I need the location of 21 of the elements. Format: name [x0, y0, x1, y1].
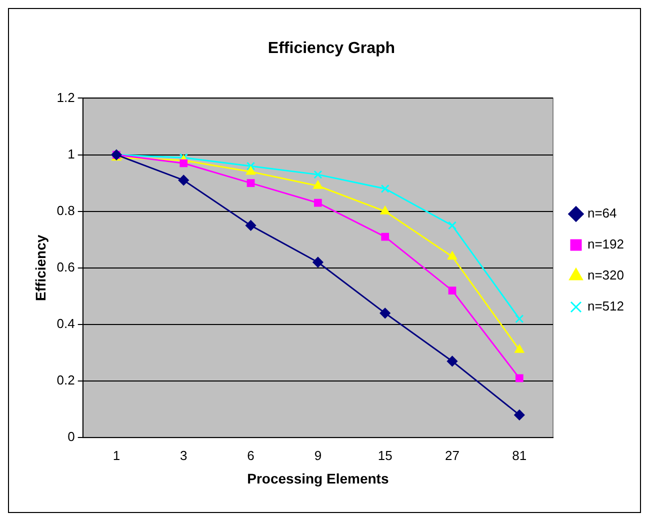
- x-tick-label: 81: [512, 448, 527, 463]
- x-tick-label: 3: [180, 448, 188, 463]
- y-tick-label: 0.6: [56, 259, 75, 274]
- x-tick-label: 27: [445, 448, 460, 463]
- x-tick-label: 9: [314, 448, 322, 463]
- y-tick-label: 1: [68, 146, 75, 162]
- y-tick-label: 0.2: [56, 372, 75, 388]
- y-tick-label: 1.2: [56, 90, 75, 105]
- legend-label: n=64: [587, 206, 617, 221]
- y-axis-title: Efficiency: [32, 234, 48, 301]
- y-tick-label: 0.8: [56, 202, 75, 218]
- legend-label: n=192: [587, 236, 624, 252]
- x-axis-title: Processing Elements: [247, 470, 389, 486]
- legend-label: n=512: [587, 298, 624, 314]
- x-tick-label: 6: [247, 448, 254, 463]
- y-tick-label: 0: [68, 429, 75, 444]
- chart-title: Efficiency Graph: [268, 40, 396, 58]
- y-tick-label: 0.4: [56, 316, 75, 332]
- x-tick-label: 15: [378, 448, 392, 463]
- legend-label: n=320: [587, 268, 624, 283]
- x-tick-label: 1: [112, 448, 120, 463]
